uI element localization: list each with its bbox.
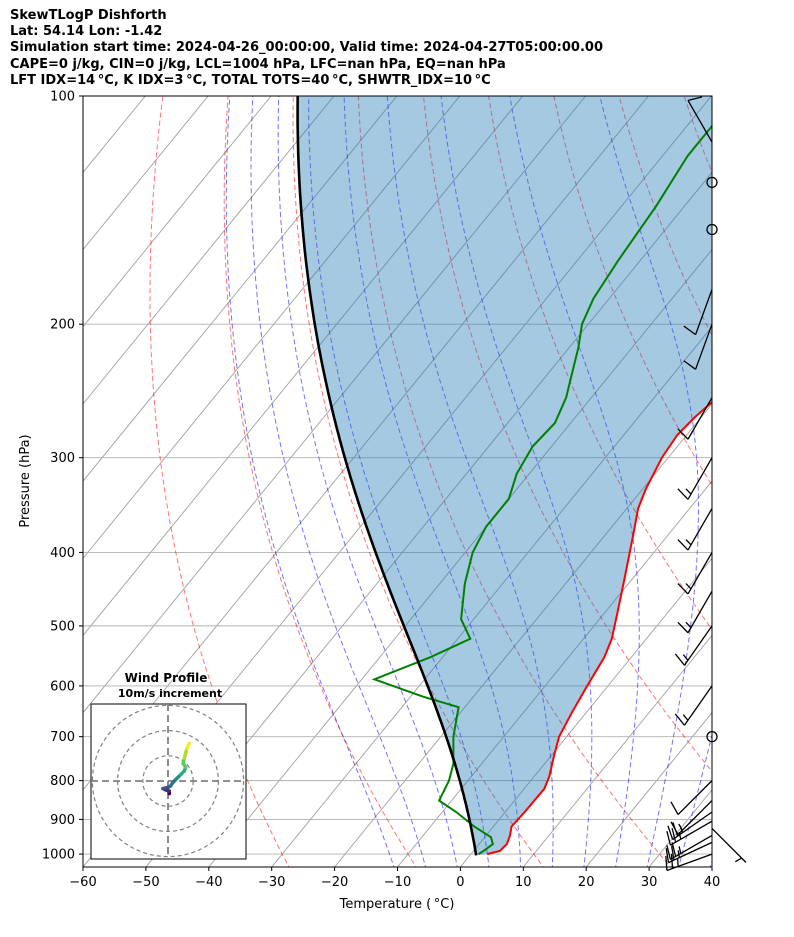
isotherm-line	[83, 96, 272, 328]
moist-adiabat	[440, 96, 593, 867]
isotherm-line	[522, 634, 712, 867]
hodograph-segment	[185, 741, 192, 750]
isotherm-line	[83, 96, 587, 714]
wind-barb	[677, 457, 713, 500]
x-tick-label: −20	[321, 875, 348, 890]
wind-barb	[677, 552, 713, 595]
dry-adiabat	[749, 96, 794, 870]
y-tick-label: 700	[50, 730, 75, 745]
isotherm-line	[271, 326, 712, 867]
x-tick-label: 20	[578, 875, 595, 890]
hodograph-subtitle: 10m/s increment	[118, 687, 222, 700]
x-tick-label: −10	[384, 875, 411, 890]
temperature-profile	[487, 400, 712, 856]
wind-barb	[670, 800, 713, 835]
moist-adiabat	[709, 859, 712, 867]
x-tick-label: −60	[69, 875, 96, 890]
dry-adiabat	[223, 96, 417, 867]
wind-barb	[711, 827, 747, 863]
parcel-profile	[296, 96, 478, 856]
wind-barb	[674, 625, 713, 666]
wind-barb	[677, 397, 713, 440]
dry-adiabat	[423, 96, 712, 773]
hodograph-inset: Wind Profile 10m/s increment	[90, 671, 247, 860]
isotherm-line	[83, 96, 209, 251]
y-tick-label: 200	[50, 318, 75, 333]
chart-title-block: SkewTLogP Dishforth Lat: 54.14 Lon: -1.4…	[10, 8, 603, 89]
y-tick-label: 600	[50, 679, 75, 694]
wind-barb	[683, 323, 713, 370]
moist-adiabat	[225, 96, 395, 867]
moist-adiabat	[250, 96, 427, 867]
x-axis-label: Temperature ( °C)	[339, 897, 455, 912]
moist-adiabat	[509, 96, 640, 867]
x-tick-label: 10	[515, 875, 532, 890]
dry-adiabat	[149, 96, 290, 867]
wind-barb	[706, 223, 718, 236]
profile-layer	[296, 96, 712, 856]
isotherm-line	[83, 96, 524, 637]
y-axis-label: Pressure (hPa)	[18, 434, 33, 527]
x-tick-label: 0	[456, 875, 464, 890]
y-tick-label: 1000	[42, 848, 75, 863]
wind-barb	[665, 841, 713, 864]
wind-barb	[677, 590, 713, 634]
time-line: Simulation start time: 2024-04-26_00:00:…	[10, 40, 603, 56]
wind-barb	[670, 780, 713, 816]
y-tick-label: 800	[50, 774, 75, 789]
dewpoint-profile	[371, 124, 712, 855]
y-tick-label: 900	[50, 813, 75, 828]
x-tick-label: 30	[641, 875, 658, 890]
cape-line: CAPE=0 j/kg, CIN=0 j/kg, LCL=1004 hPa, L…	[10, 56, 506, 72]
y-tick-label: 100	[50, 90, 75, 105]
x-tick-label: −40	[195, 875, 222, 890]
moist-adiabat	[599, 96, 700, 867]
isotherm-line	[396, 480, 712, 867]
x-tick-label: 40	[704, 875, 721, 890]
wind-barb	[677, 508, 713, 551]
axes-layer: Temperature ( °C) Pressure (hPa) −60 −50 −…	[18, 90, 720, 913]
chart-title: SkewTLogP Dishforth	[10, 8, 167, 23]
isotherm-line	[585, 711, 712, 867]
isotherm-line	[334, 403, 712, 867]
wind-barb	[687, 96, 713, 143]
y-tick-label: 400	[50, 546, 75, 561]
moist-adiabat	[308, 96, 490, 867]
wind-barb	[706, 176, 718, 189]
hodograph-ring	[91, 704, 245, 858]
wind-barb	[674, 685, 713, 726]
wind-barb	[666, 834, 713, 861]
isotherm-line	[83, 96, 398, 482]
moist-adiabat	[343, 96, 522, 867]
wind-barbs	[665, 96, 747, 872]
dry-adiabat	[488, 96, 712, 631]
wind-barb	[665, 853, 713, 872]
isotherm-line	[459, 557, 712, 867]
x-tick-label: −30	[258, 875, 285, 890]
cin-shading	[297, 96, 712, 856]
wind-barb	[666, 820, 713, 846]
isotherm-line	[208, 248, 712, 867]
x-tick-label: −50	[132, 875, 159, 890]
wind-barb	[706, 731, 718, 743]
hodograph-title: Wind Profile	[125, 671, 208, 685]
isotherm-line	[83, 96, 461, 560]
index-line: LFT IDX=14 °C, K IDX=3 °C, TOTAL TOTS=40…	[10, 72, 491, 88]
isotherm-line	[83, 96, 335, 405]
y-tick-label: 500	[50, 619, 75, 634]
wind-barb	[683, 289, 713, 336]
y-tick-label: 300	[50, 451, 75, 466]
location-line: Lat: 54.14 Lon: -1.42	[10, 24, 163, 40]
